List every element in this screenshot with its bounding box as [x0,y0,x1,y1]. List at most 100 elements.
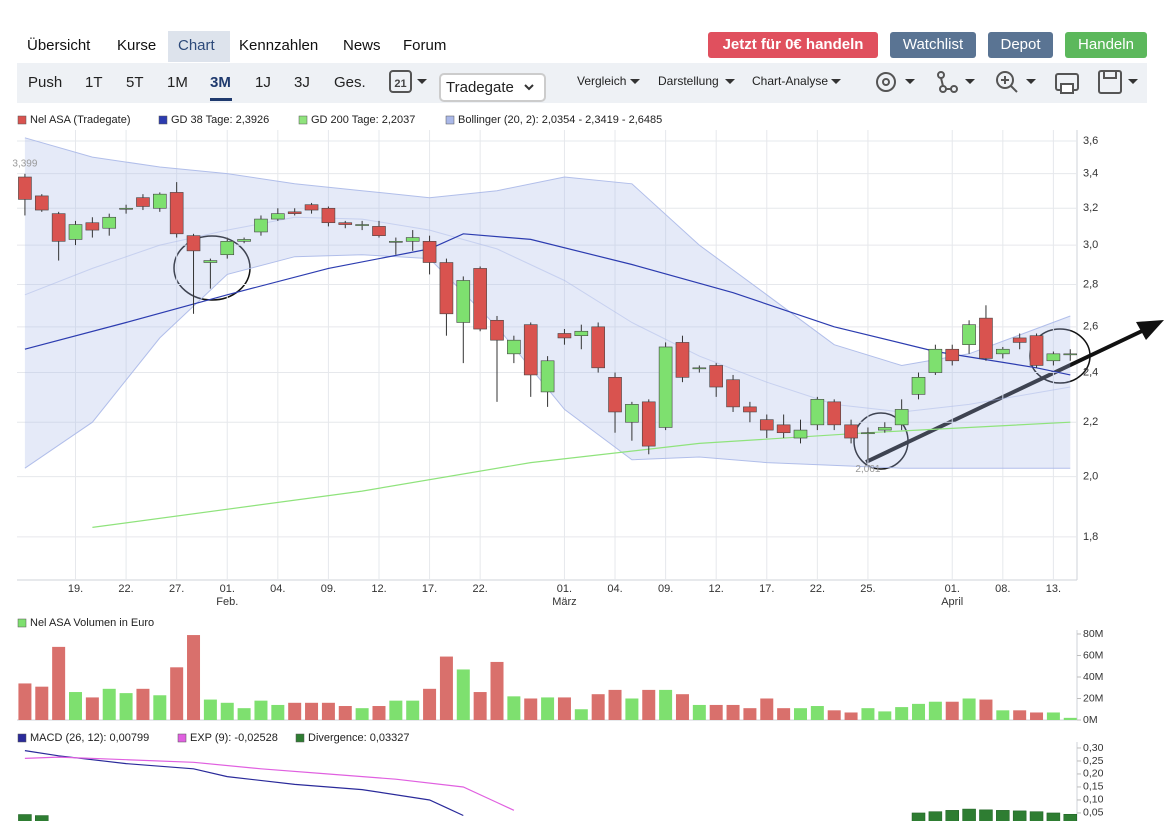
button-label[interactable]: Jetzt für 0€ handeln [723,36,864,53]
button[interactable] [1065,32,1147,58]
bar [524,698,538,720]
period-button[interactable]: 5T [126,74,144,91]
y-tick-label: 0,30 [1083,742,1104,754]
bar [827,710,841,720]
y-tick-label: 2,2 [1083,416,1098,428]
nav-tab[interactable]: Kurse [117,37,156,54]
candle-body [540,360,555,393]
candle-body [34,195,49,211]
legend-label: Divergence: 0,03327 [308,732,410,744]
bar [1012,810,1027,821]
exchange-label[interactable]: Tradegate [446,79,514,96]
period-button[interactable]: 1T [85,74,103,91]
period-button[interactable]: 3M [210,74,231,91]
menu[interactable]: Vergleich [577,74,626,88]
calendar-icon[interactable] [389,70,412,93]
button[interactable] [890,32,976,58]
legend-label: EXP (9): -0,02528 [190,732,278,744]
x-tick-label: 17. [422,583,437,595]
x-tick-label: 09. [658,583,673,595]
period-button[interactable]: Ges. [334,74,366,91]
candle-body [844,424,858,439]
candle-body [996,348,1010,355]
layer [18,635,1077,720]
bar [928,811,943,821]
candle-body [523,324,538,376]
y-tick-label: 0,15 [1083,781,1104,793]
x-tick-label: 25. [860,583,875,595]
nav-tab[interactable]: News [343,37,381,54]
month-label: Feb. [216,596,238,608]
trend-arrow [865,329,1143,464]
legend-label: GD 38 Tage: 2,3926 [171,114,269,126]
legend-swatch [158,115,168,125]
candle-body [810,399,825,426]
bar [102,688,116,720]
legend-label: Bollinger (20, 2): 2,0354 - 2,3419 - 2,6… [458,114,662,126]
x-tick-label: 19. [68,583,83,595]
bar [439,656,453,720]
button-label[interactable]: Handeln [1078,36,1134,53]
bar [793,708,807,720]
bar [254,700,268,720]
line [24,756,515,811]
exchange-select[interactable] [439,73,546,102]
button-label[interactable]: Watchlist [903,36,964,53]
candle-body [338,222,353,225]
bar [69,692,83,720]
bar [423,688,437,720]
y-tick-label: 2,4 [1083,366,1098,378]
bar [895,707,909,720]
y-tick-label: 20M [1083,692,1103,704]
period-button[interactable]: 1J [255,74,271,91]
candle-body [456,280,471,323]
bar [760,698,774,720]
candle-body [237,239,251,242]
bollinger-upper [24,137,1071,367]
nav-tab[interactable]: Übersicht [27,36,91,54]
candle-body [894,409,909,426]
candle-body [675,342,690,378]
settings-icon[interactable] [876,72,896,92]
bar [743,708,757,720]
menu[interactable]: Chart-Analyse [752,74,828,88]
bar [136,688,150,720]
nav-tab[interactable]: Forum [403,37,446,54]
nav-tab[interactable]: Chart [178,37,216,54]
bar [170,667,184,720]
candle-body [692,367,707,370]
bar [271,704,285,720]
candle-body [861,432,875,435]
bar [35,686,49,720]
bar [1046,712,1060,720]
candle-body [557,333,572,339]
legend-swatch [177,733,187,743]
button[interactable] [988,32,1053,58]
candle-body [658,346,673,428]
period-button[interactable]: 1M [167,74,188,91]
zoom-icon[interactable] [996,71,1014,89]
bar [237,708,251,720]
arrow-head [1136,320,1164,340]
extreme-label: 3,399 [12,158,37,169]
bar [557,697,571,720]
nav-tab[interactable]: Kennzahlen [239,37,318,54]
bar [18,683,32,720]
y-tick-label: 0,05 [1083,807,1104,819]
x-tick-label: 13. [1046,583,1061,595]
candle-body [203,260,218,263]
bar [406,700,420,720]
menu[interactable]: Darstellung [658,74,719,88]
period-button[interactable]: 3J [294,74,310,91]
extreme-label: 2,061 [855,464,880,475]
bar [675,694,689,720]
candle-body [759,419,774,431]
button-label[interactable]: Depot [1000,36,1041,53]
button[interactable] [708,32,878,58]
bar [338,706,352,720]
period-button[interactable]: Push [28,74,62,91]
bar [85,697,99,720]
bar [372,706,386,720]
y-tick-label: 60M [1083,649,1103,661]
